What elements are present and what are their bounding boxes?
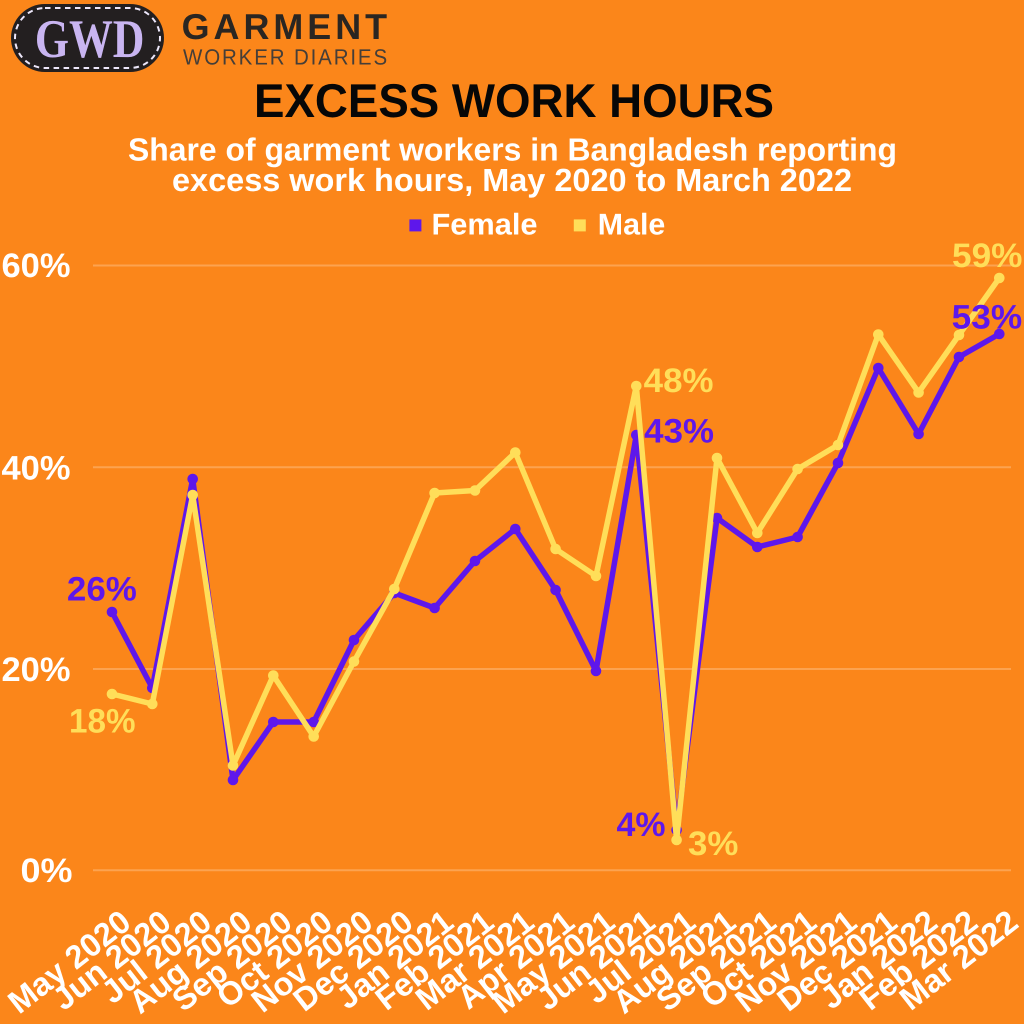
svg-text:Share of garment workers in Ba: Share of garment workers in Bangladesh r… (128, 132, 897, 168)
svg-text:Male: Male (598, 209, 666, 242)
svg-text:40%: 40% (2, 450, 71, 488)
svg-text:20%: 20% (2, 651, 71, 689)
svg-text:4%: 4% (617, 806, 666, 844)
svg-text:26%: 26% (67, 571, 137, 609)
svg-text:53%: 53% (952, 299, 1023, 337)
svg-text:Female: Female (432, 209, 538, 242)
svg-text:18%: 18% (69, 703, 136, 741)
svg-text:48%: 48% (644, 362, 714, 400)
svg-text:GWD: GWD (35, 8, 145, 69)
svg-text:43%: 43% (644, 413, 714, 451)
svg-text:3%: 3% (688, 825, 738, 863)
svg-text:60%: 60% (2, 247, 71, 285)
svg-text:59%: 59% (952, 237, 1023, 275)
svg-text:excess work hours, May 2020 to: excess work hours, May 2020 to March 202… (172, 162, 852, 198)
svg-text:GARMENT: GARMENT (182, 6, 392, 47)
svg-text:WORKER DIARIES: WORKER DIARIES (183, 45, 389, 70)
svg-text:EXCESS WORK HOURS: EXCESS WORK HOURS (254, 75, 774, 128)
svg-text:0%: 0% (21, 852, 73, 890)
